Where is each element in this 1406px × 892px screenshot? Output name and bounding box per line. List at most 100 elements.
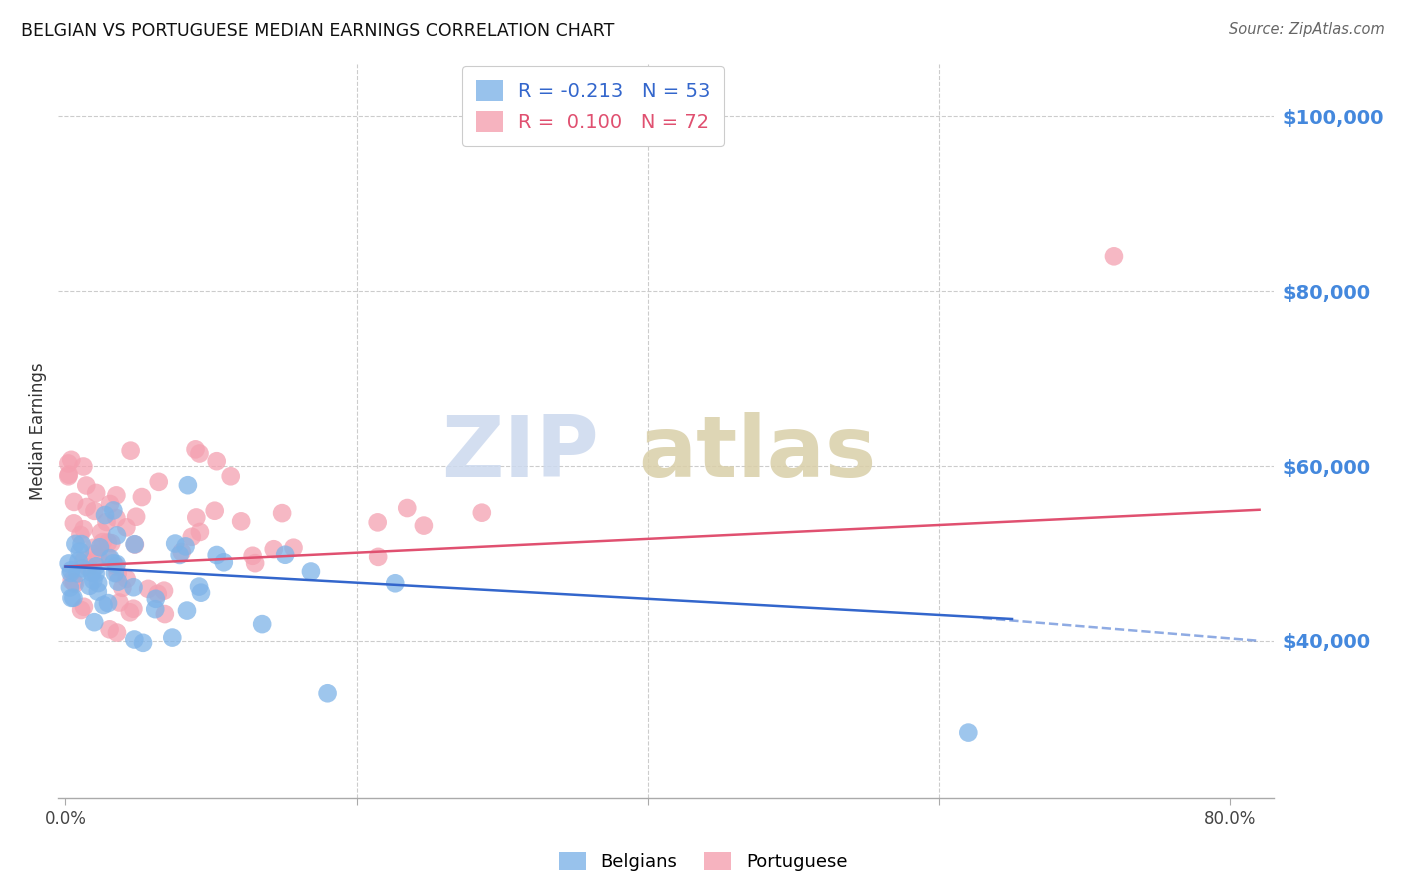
Point [283,541,305,555]
Point [243,556,266,570]
Point [97,535,120,549]
Point [219,469,242,483]
Point [84,566,107,581]
Point [186,510,208,524]
Point [60,452,83,467]
Point [205,548,228,562]
Point [263,542,285,557]
Point [83,504,105,518]
Point [93,598,115,612]
Point [58,469,80,483]
Point [131,490,153,504]
Point [105,511,128,525]
Point [90,525,112,540]
Point [384,576,406,591]
Point [82,574,104,588]
Point [98,551,121,566]
Point [58,457,80,471]
Point [67,554,90,568]
Point [105,559,128,574]
Point [184,442,207,457]
Text: atlas: atlas [638,411,876,495]
Point [105,557,128,571]
Point [122,601,145,615]
Point [471,506,494,520]
Point [58,557,80,571]
Point [165,536,187,550]
Point [98,497,121,511]
Point [188,580,211,594]
Point [274,548,297,562]
Point [250,617,273,632]
Point [367,549,389,564]
Point [124,537,146,551]
Point [87,584,110,599]
Point [60,563,83,577]
Point [103,556,125,570]
Point [89,541,111,555]
Legend: R = -0.213   N = 53, R =  0.100   N = 72: R = -0.213 N = 53, R = 0.100 N = 72 [463,66,724,145]
Point [97,550,120,565]
Point [132,636,155,650]
Point [145,591,167,606]
Point [72,459,94,474]
Text: BELGIAN VS PORTUGUESE MEDIAN EARNINGS CORRELATION CHART: BELGIAN VS PORTUGUESE MEDIAN EARNINGS CO… [21,22,614,40]
Point [83,547,105,561]
Point [87,576,110,591]
Point [153,607,176,621]
Point [94,508,117,522]
Point [91,535,114,549]
Point [75,478,97,492]
Point [59,581,82,595]
Point [316,686,339,700]
Point [87,550,110,565]
Text: Source: ZipAtlas.com: Source: ZipAtlas.com [1229,22,1385,37]
Point [136,582,159,596]
Point [63,575,86,590]
Point [104,566,127,580]
Point [120,443,142,458]
Point [72,553,94,567]
Point [188,446,211,460]
Point [204,504,226,518]
Point [97,596,120,610]
Point [70,537,93,551]
Point [146,587,169,601]
Point [212,555,235,569]
Point [148,475,170,489]
Point [396,501,419,516]
Point [96,515,118,529]
Point [115,520,138,534]
Point [98,623,121,637]
Point [100,536,122,550]
Point [63,495,86,509]
Point [118,605,141,619]
Point [103,503,125,517]
Point [63,516,86,531]
Point [108,595,131,609]
Point [957,725,980,739]
Point [153,583,176,598]
Point [299,565,322,579]
Point [242,549,264,563]
Point [59,566,82,580]
Point [143,602,166,616]
Point [62,591,84,605]
Point [107,566,129,581]
Point [65,537,87,551]
Point [60,591,83,605]
Point [190,585,212,599]
Point [115,572,138,586]
Y-axis label: Median Earnings: Median Earnings [30,362,46,500]
Point [111,581,134,595]
Point [69,528,91,542]
Point [73,599,96,614]
Point [84,559,107,574]
Point [105,528,128,542]
Point [105,488,128,502]
Point [70,603,93,617]
Point [180,530,202,544]
Point [80,566,103,580]
Point [83,541,105,555]
Point [170,545,193,559]
